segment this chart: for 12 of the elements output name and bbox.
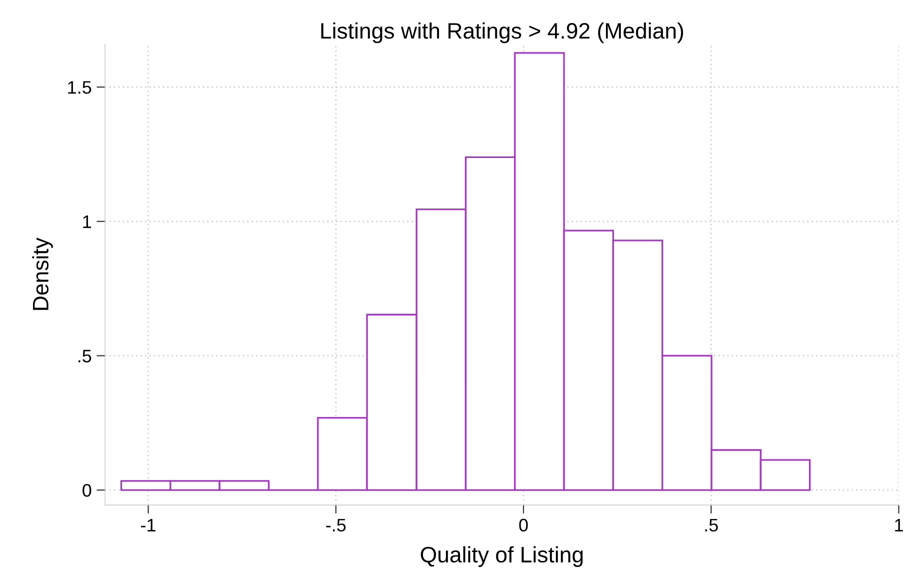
x-tick-label: -1	[141, 518, 156, 532]
x-tick-label: .5	[705, 518, 718, 532]
x-axis-title: Quality of Listing	[420, 546, 583, 567]
x-tick-label: -.5	[326, 518, 346, 532]
y-tick-label: 0	[82, 484, 92, 497]
y-tick-label: 1	[83, 216, 92, 228]
x-tick-label: 1	[895, 518, 903, 532]
y-axis-title: Density	[32, 238, 53, 310]
chart-title: Listings with Ratings > 4.92 (Median)	[321, 22, 684, 44]
y-tick-label: 1.5	[68, 81, 92, 94]
y-tick-label: .5	[78, 350, 92, 362]
x-tick-label: 0	[519, 518, 528, 532]
